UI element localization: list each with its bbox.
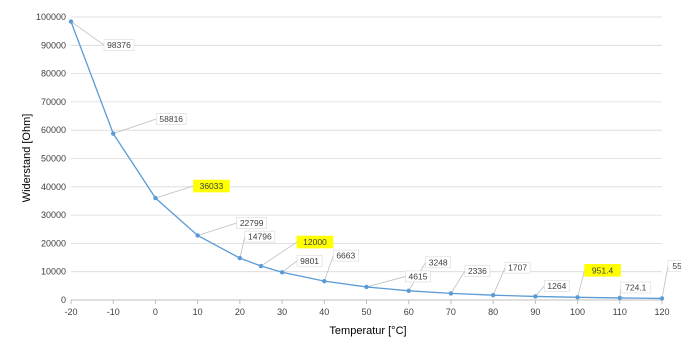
x-tick-label: 50 — [361, 307, 371, 317]
tick-labels: 0 10000 20000 30000 40000 50000 60000 70000 8000… — [36, 12, 670, 317]
series-resistance — [68, 19, 665, 301]
data-label-box — [620, 281, 652, 294]
data-point — [575, 295, 580, 300]
x-tick-label: 110 — [613, 307, 627, 317]
label-leader — [239, 236, 246, 259]
y-tick-label: 70000 — [41, 97, 66, 107]
data-label: 724.1 — [625, 282, 647, 292]
data-label: 557.8 — [672, 261, 681, 271]
data-point — [111, 131, 116, 136]
data-label-box — [425, 256, 452, 269]
data-label-box — [155, 113, 187, 125]
label-leader — [113, 118, 157, 134]
x-tick-label: -20 — [64, 307, 77, 317]
data-point — [195, 233, 200, 238]
y-tick-label: 40000 — [41, 182, 66, 192]
data-point — [617, 295, 622, 301]
data-label: 2336 — [468, 266, 487, 276]
y-tick-label: 100000 — [36, 12, 66, 22]
axes — [70, 299, 663, 304]
y-tick-label: 10000 — [41, 267, 66, 277]
series-line — [70, 21, 663, 300]
label-leader — [577, 270, 585, 298]
data-label: 12000 — [303, 237, 327, 247]
data-label-box — [584, 264, 621, 277]
data-point — [153, 195, 158, 201]
label-leader — [535, 285, 545, 297]
data-point — [448, 291, 454, 296]
x-tick-label: 40 — [319, 307, 329, 317]
x-tick-label: 10 — [193, 307, 203, 317]
y-tick-label: 30000 — [41, 210, 66, 220]
x-tick-label: 20 — [235, 307, 245, 317]
x-tick-label: 0 — [153, 307, 158, 317]
label-leader — [492, 267, 506, 296]
data-label: 951.4 — [592, 265, 614, 275]
data-label: 4615 — [409, 271, 428, 281]
x-tick-label: -10 — [107, 307, 120, 317]
data-label-box — [544, 280, 570, 292]
label-leader — [366, 276, 406, 288]
y-axis-title: Widerstand [Ohm] — [21, 114, 33, 203]
y-tick-label: 0 — [61, 295, 66, 305]
data-label: 9801 — [300, 256, 319, 266]
x-tick-label: 120 — [654, 307, 669, 317]
data-point — [258, 263, 264, 269]
data-point — [364, 284, 369, 290]
data-label: 58816 — [159, 114, 183, 124]
label-leader — [70, 21, 105, 46]
data-label: 14796 — [248, 232, 272, 242]
data-label: 98376 — [107, 40, 131, 50]
data-label: 1264 — [547, 281, 566, 291]
data-point — [237, 255, 243, 261]
label-leader — [661, 265, 669, 299]
gridlines — [71, 16, 662, 273]
label-leader — [260, 241, 298, 267]
y-tick-label: 20000 — [41, 238, 66, 248]
data-label-box — [244, 230, 276, 243]
data-labels: 98376 58816 36033 22799 14796 12000 9801 6663 46… — [103, 39, 681, 294]
y-tick-label: 80000 — [41, 69, 66, 79]
data-label-box — [464, 265, 491, 277]
label-leader-lines — [70, 21, 669, 299]
data-label-box — [667, 260, 681, 272]
y-tick-label: 60000 — [41, 125, 66, 135]
data-label: 6663 — [336, 251, 355, 261]
data-point — [533, 294, 538, 299]
data-label: 3248 — [429, 257, 448, 267]
data-point — [279, 270, 285, 275]
data-label-box — [103, 39, 135, 51]
data-label-box — [405, 270, 431, 283]
data-point — [490, 292, 496, 298]
label-leader — [323, 255, 334, 282]
label-leader — [281, 260, 298, 273]
data-point — [322, 278, 327, 284]
x-tick-label: 80 — [488, 307, 498, 317]
y-tick-label: 90000 — [41, 40, 66, 50]
data-label: 22799 — [240, 218, 264, 228]
data-label-box — [332, 249, 359, 262]
data-label-box — [296, 235, 334, 249]
data-label-box — [236, 217, 267, 229]
y-tick-label: 50000 — [41, 154, 66, 164]
label-leader — [155, 185, 194, 199]
x-tick-label: 60 — [404, 307, 414, 317]
data-label-box — [504, 261, 531, 274]
x-tick-label: 90 — [530, 307, 540, 317]
x-axis-title: Temperatur [°C] — [329, 325, 406, 337]
x-tick-label: 100 — [570, 307, 585, 317]
data-label-box — [296, 254, 323, 267]
data-label: 1707 — [508, 263, 527, 273]
data-point — [659, 296, 665, 301]
label-leader — [197, 222, 237, 236]
label-leader — [450, 270, 466, 294]
data-label-box — [193, 179, 230, 193]
data-point — [68, 19, 74, 24]
data-point — [406, 288, 411, 294]
data-label: 36033 — [200, 181, 224, 191]
x-tick-label: 30 — [277, 307, 287, 317]
x-tick-label: 70 — [446, 307, 456, 317]
